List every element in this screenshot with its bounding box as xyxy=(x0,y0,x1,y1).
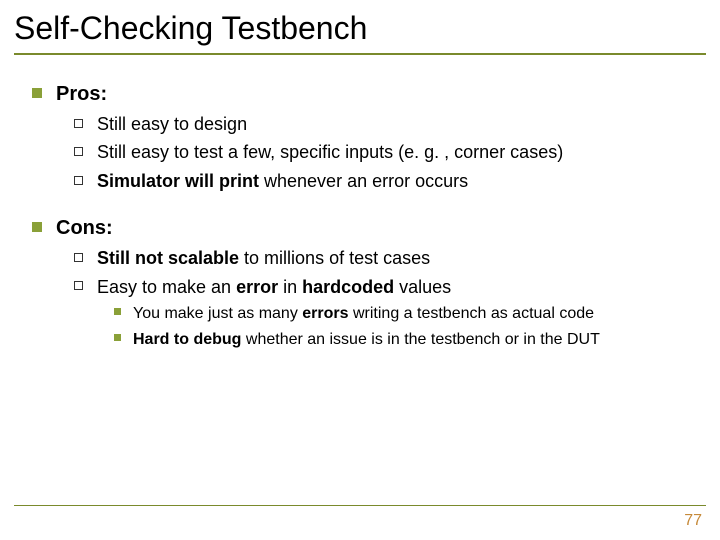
hollow-square-icon xyxy=(74,147,83,156)
pros-list: Still easy to design Still easy to test … xyxy=(32,113,700,193)
item-text: whenever an error occurs xyxy=(259,171,468,191)
list-item: Hard to debug whether an issue is in the… xyxy=(114,330,700,351)
footer-rule xyxy=(14,505,706,506)
item-text: in xyxy=(278,277,302,297)
item-text-bold: errors xyxy=(302,305,348,322)
cons-sublist: You make just as many errors writing a t… xyxy=(74,304,700,351)
slide-title: Self-Checking Testbench xyxy=(0,0,720,53)
list-item: Still easy to test a few, specific input… xyxy=(74,141,700,164)
pros-heading: Pros: xyxy=(32,81,700,107)
item-text: whether an issue is in the testbench or … xyxy=(246,331,600,348)
hollow-square-icon xyxy=(74,176,83,185)
list-item: Easy to make an error in hardcoded value… xyxy=(74,276,700,299)
list-item: Still easy to design xyxy=(74,113,700,136)
cons-label: Cons: xyxy=(56,217,113,239)
square-bullet-icon xyxy=(114,334,121,341)
hollow-square-icon xyxy=(74,119,83,128)
square-bullet-icon xyxy=(32,88,42,98)
item-text-bold: hardcoded xyxy=(302,277,394,297)
list-item: Still not scalable to millions of test c… xyxy=(74,247,700,270)
list-item: Simulator will print whenever an error o… xyxy=(74,170,700,193)
item-text-bold: Simulator will print xyxy=(97,171,259,191)
list-item: You make just as many errors writing a t… xyxy=(114,304,700,325)
item-text: to millions of test cases xyxy=(239,248,430,268)
item-text-bold: Still not scalable xyxy=(97,248,239,268)
item-text-bold: Hard to debug xyxy=(133,331,246,348)
cons-heading: Cons: xyxy=(32,215,700,241)
square-bullet-icon xyxy=(32,222,42,232)
page-number: 77 xyxy=(684,512,702,530)
item-text: values xyxy=(394,277,451,297)
hollow-square-icon xyxy=(74,281,83,290)
item-text: Still easy to design xyxy=(97,114,247,134)
item-text: You make just as many xyxy=(133,305,302,322)
pros-label: Pros: xyxy=(56,83,107,105)
cons-list: Still not scalable to millions of test c… xyxy=(32,247,700,350)
item-text: writing a testbench as actual code xyxy=(349,305,594,322)
item-text-bold: error xyxy=(236,277,278,297)
slide-body: Pros: Still easy to design Still easy to… xyxy=(0,55,720,351)
square-bullet-icon xyxy=(114,308,121,315)
slide: Self-Checking Testbench Pros: Still easy… xyxy=(0,0,720,540)
item-text: Easy to make an xyxy=(97,277,236,297)
item-text: Still easy to test a few, specific input… xyxy=(97,142,563,162)
hollow-square-icon xyxy=(74,253,83,262)
